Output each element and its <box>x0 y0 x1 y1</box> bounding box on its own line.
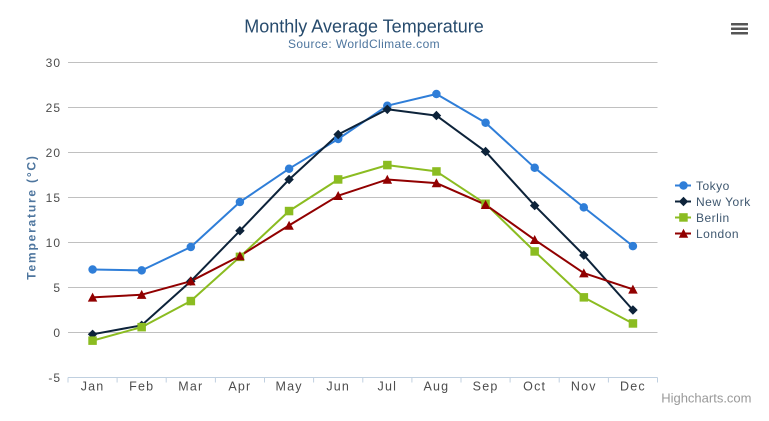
svg-text:Sep: Sep <box>473 380 499 394</box>
svg-text:Temperature (°C): Temperature (°C) <box>25 154 39 279</box>
svg-text:Apr: Apr <box>228 380 251 394</box>
svg-text:Tokyo: Tokyo <box>696 179 730 193</box>
svg-text:0: 0 <box>53 326 61 340</box>
svg-text:Mar: Mar <box>178 380 203 394</box>
svg-text:New York: New York <box>696 195 751 209</box>
svg-text:Jan: Jan <box>81 380 105 394</box>
svg-text:Oct: Oct <box>523 380 546 394</box>
svg-text:Source: WorldClimate.com: Source: WorldClimate.com <box>288 37 440 51</box>
svg-text:Aug: Aug <box>423 380 449 394</box>
svg-text:30: 30 <box>46 56 61 70</box>
svg-text:Jun: Jun <box>326 380 350 394</box>
svg-text:5: 5 <box>53 281 61 295</box>
svg-text:Nov: Nov <box>571 380 597 394</box>
svg-text:10: 10 <box>46 236 61 250</box>
svg-text:May: May <box>275 380 302 394</box>
svg-text:25: 25 <box>46 101 61 115</box>
svg-text:Highcharts.com: Highcharts.com <box>661 391 751 406</box>
svg-text:Jul: Jul <box>378 380 398 394</box>
svg-text:Feb: Feb <box>129 380 154 394</box>
svg-text:Dec: Dec <box>620 380 646 394</box>
svg-text:15: 15 <box>46 191 61 205</box>
svg-text:-5: -5 <box>48 371 61 385</box>
svg-text:London: London <box>696 227 739 241</box>
svg-text:Berlin: Berlin <box>696 211 730 225</box>
svg-text:20: 20 <box>46 146 61 160</box>
svg-text:Monthly Average Temperature: Monthly Average Temperature <box>244 17 483 37</box>
